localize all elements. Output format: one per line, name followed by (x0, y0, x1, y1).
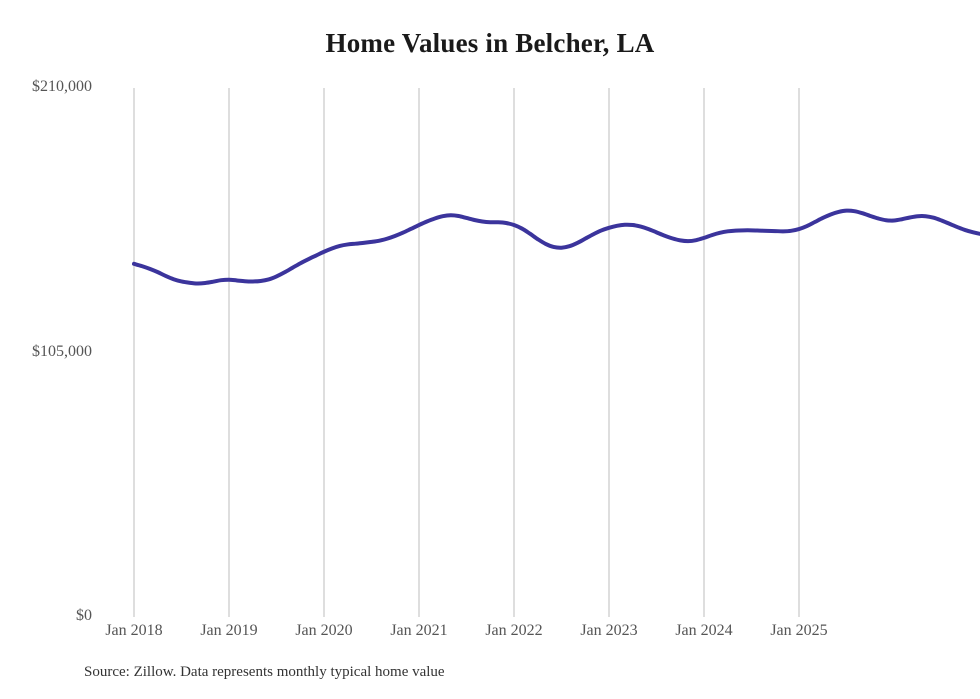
x-axis-tick-jan-2024: Jan 2024 (675, 622, 733, 639)
x-axis-tick-jan-2022: Jan 2022 (485, 622, 543, 639)
x-axis-tick-jan-2020: Jan 2020 (295, 622, 353, 639)
page-title: Home Values in Belcher, LA (325, 28, 655, 58)
x-axis-tick-jan-2021: Jan 2021 (390, 622, 448, 639)
home-value-line-series (132, 208, 980, 286)
y-axis-tick-210000: $210,000 (32, 78, 92, 95)
source-caption: Source: Zillow. Data represents monthly … (84, 664, 445, 680)
y-axis-tick-105000: $105,000 (32, 342, 92, 360)
x-axis-tick-jan-2025: Jan 2025 (770, 622, 828, 639)
x-axis-tick-jan-2023: Jan 2023 (580, 622, 638, 639)
y-axis-tick-0: $0 (76, 607, 92, 624)
x-axis-tick-jan-2019: Jan 2019 (200, 622, 258, 639)
gridlines-group (133, 88, 800, 617)
x-axis-tick-jan-2018: Jan 2018 (105, 622, 163, 639)
